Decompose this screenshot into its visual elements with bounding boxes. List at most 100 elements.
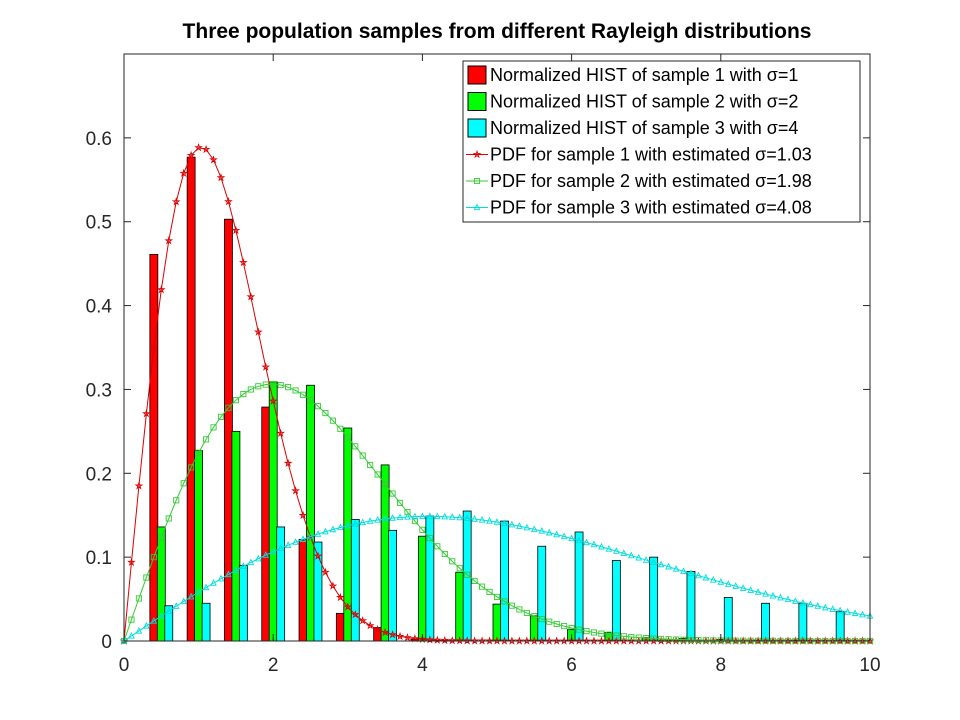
pdf-point-s3 xyxy=(262,551,270,558)
pdf-point-s3 xyxy=(799,598,807,606)
pdf-point-s3 xyxy=(277,544,284,551)
plot-frame xyxy=(123,53,871,642)
pdf-point-s3 xyxy=(672,565,680,572)
y-tick-label: 0 xyxy=(101,632,112,653)
pdf-point-s3 xyxy=(821,603,829,611)
pdf-point-s1 xyxy=(291,486,300,495)
legend-marker xyxy=(472,149,482,159)
pdf-point-s3 xyxy=(307,532,314,540)
pdf-point-s1 xyxy=(388,630,397,639)
pdf-point-s2 xyxy=(165,515,172,522)
pdf-point-s1 xyxy=(567,636,576,645)
pdf-point-s2 xyxy=(531,613,538,620)
legend-label: Normalized HIST of sample 2 with σ=2 xyxy=(490,92,798,112)
pdf-point-s2 xyxy=(277,382,284,389)
pdf-point-s3 xyxy=(538,527,546,534)
pdf-point-s3 xyxy=(128,631,135,639)
pdf-point-s3 xyxy=(814,602,822,609)
pdf-point-s3 xyxy=(784,595,792,603)
pdf-point-s3 xyxy=(463,514,471,521)
y-tick-label: 0.1 xyxy=(86,548,112,569)
pdf-point-s3 xyxy=(478,515,486,523)
pdf-point-s1 xyxy=(544,636,554,645)
pdf-point-s3 xyxy=(754,588,762,595)
pdf-point-s3 xyxy=(299,535,307,542)
pdf-point-s3 xyxy=(284,541,292,548)
pdf-point-s3 xyxy=(172,602,180,609)
hist-bar-s2 xyxy=(417,535,427,642)
pdf-point-s3 xyxy=(486,516,493,524)
pdf-point-s3 xyxy=(381,514,389,522)
pdf-point-s2 xyxy=(359,452,366,459)
pdf-point-s3 xyxy=(225,570,232,578)
pdf-point-s1 xyxy=(410,634,420,643)
pdf-point-s2 xyxy=(195,449,202,456)
pdf-point-s2 xyxy=(158,534,165,541)
pdf-point-s3 xyxy=(441,512,449,520)
axes-layer: 0 2 4 6 8 10 0 0.1 0.2 0.3 0.4 0.5 0.6 xyxy=(86,54,881,676)
pdf-point-s2 xyxy=(247,386,254,393)
pdf-point-s2 xyxy=(658,635,665,642)
pdf-point-s2 xyxy=(143,574,150,581)
pdf-point-s1 xyxy=(313,551,323,560)
pdf-point-s2 xyxy=(217,413,225,420)
pdf-point-s3 xyxy=(187,592,195,600)
pdf-point-s3 xyxy=(844,608,851,615)
pdf-point-s3 xyxy=(337,523,344,531)
pdf-point-s3 xyxy=(747,586,754,593)
pdf-point-s2 xyxy=(188,464,195,471)
pdf-point-s2 xyxy=(479,583,486,590)
pdf-point-s2 xyxy=(710,637,717,644)
chart-title: Three population samples from different … xyxy=(183,20,812,43)
pdf-point-s3 xyxy=(269,547,277,555)
pdf-point-s3 xyxy=(710,575,717,583)
pdf-point-s2 xyxy=(561,623,568,630)
pdf-point-s3 xyxy=(687,569,695,577)
hist-bar-s3 xyxy=(500,520,509,642)
pdf-point-s3 xyxy=(717,578,725,585)
pdf-point-s1 xyxy=(276,428,286,438)
pdf-point-s2 xyxy=(396,499,404,506)
pdf-point-s1 xyxy=(522,636,532,645)
legend-marker xyxy=(473,177,481,185)
pdf-point-s1 xyxy=(440,635,450,645)
pdf-point-s2 xyxy=(232,397,239,404)
pdf-point-s2 xyxy=(344,434,351,441)
pdf-point-s2 xyxy=(613,632,620,639)
pdf-lines-layer xyxy=(119,143,875,645)
pdf-point-s1 xyxy=(559,636,569,645)
pdf-point-s3 xyxy=(583,538,590,546)
pdf-point-s3 xyxy=(165,607,173,614)
pdf-point-s3 xyxy=(150,616,158,624)
pdf-point-s2 xyxy=(352,443,359,450)
pdf-point-s2 xyxy=(150,554,157,561)
pdf-point-s2 xyxy=(270,381,277,388)
pdf-point-s3 xyxy=(314,530,322,537)
hist-bar-s1 xyxy=(335,612,345,642)
pdf-point-s2 xyxy=(456,565,463,572)
pdf-point-s3 xyxy=(777,593,784,601)
pdf-point-s3 xyxy=(665,562,672,570)
hist-bar-s3 xyxy=(611,560,621,642)
pdf-point-s3 xyxy=(254,554,262,562)
pdf-point-s2 xyxy=(665,636,672,643)
pdf-point-s1 xyxy=(455,636,465,645)
pdf-point-s1 xyxy=(253,327,263,336)
pdf-point-s1 xyxy=(298,510,308,520)
x-tick-label: 2 xyxy=(268,655,279,676)
pdf-point-s2 xyxy=(173,497,180,504)
pdf-point-s3 xyxy=(180,597,188,605)
pdf-point-s2 xyxy=(285,384,292,391)
pdf-point-s2 xyxy=(329,417,336,424)
pdf-point-s1 xyxy=(597,636,606,645)
pdf-point-s2 xyxy=(367,461,374,469)
pdf-point-s3 xyxy=(792,597,799,604)
pdf-point-s3 xyxy=(232,566,240,574)
pdf-point-s2 xyxy=(471,577,478,584)
hist-bar-s3 xyxy=(761,602,770,642)
pdf-point-s2 xyxy=(464,571,471,578)
pdf-point-s3 xyxy=(657,560,665,568)
pdf-point-s2 xyxy=(516,606,523,613)
pdf-point-s3 xyxy=(650,558,657,565)
x-tick-label: 6 xyxy=(566,655,577,676)
